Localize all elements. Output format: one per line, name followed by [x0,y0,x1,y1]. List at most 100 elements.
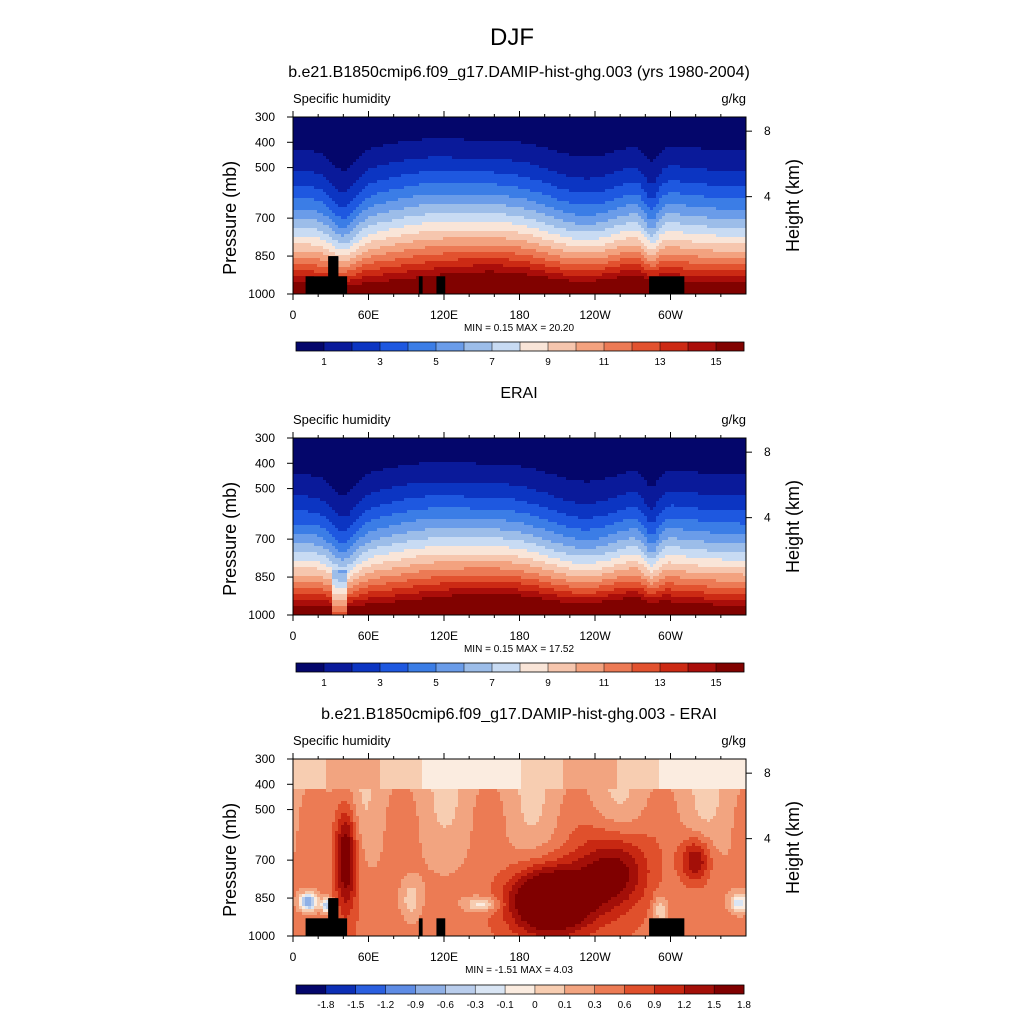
heatmap-cell [452,198,456,202]
heatmap-cell [596,198,600,202]
heatmap-cell [725,162,729,166]
heatmap-cell [674,135,678,139]
heatmap-cell [413,177,417,181]
heatmap-cell [377,123,381,127]
heatmap-cell [737,135,741,139]
heatmap-cell [380,165,384,169]
heatmap-cell [740,135,744,139]
heatmap-cell [656,186,660,190]
heatmap-cell [362,192,366,196]
heatmap-cell [602,180,606,184]
heatmap-cell [665,141,669,145]
heatmap-cell [374,162,378,166]
heatmap-cell [614,213,618,217]
heatmap-cell [419,153,423,157]
heatmap-cell [614,135,618,139]
heatmap-cell [392,180,396,184]
heatmap-cell [656,147,660,151]
heatmap-cell [410,147,414,151]
heatmap-cell [539,165,543,169]
heatmap-cell [707,207,711,211]
heatmap-cell [305,174,309,178]
heatmap-cell [365,204,369,208]
heatmap-cell [395,162,399,166]
heatmap-cell [533,135,537,139]
heatmap-cell [545,171,549,175]
heatmap-cell [383,153,387,157]
heatmap-cell [539,141,543,145]
heatmap-cell [434,162,438,166]
heatmap-cell [386,162,390,166]
heatmap-cell [698,195,702,199]
heatmap-cell [395,132,399,136]
heatmap-cell [530,117,534,121]
heatmap-cell [545,210,549,214]
heatmap-cell [392,150,396,154]
heatmap-cell [554,204,558,208]
heatmap-cell [533,141,537,145]
heatmap-cell [449,126,453,130]
heatmap-cell [557,213,561,217]
heatmap-cell [371,126,375,130]
heatmap-cell [368,201,372,205]
heatmap-cell [659,189,663,193]
heatmap-cell [620,201,624,205]
heatmap-cell [623,195,627,199]
heatmap-cell [377,177,381,181]
heatmap-cell [566,153,570,157]
heatmap-cell [617,177,621,181]
heatmap-cell [611,117,615,121]
heatmap-cell [581,129,585,133]
heatmap-cell [710,186,714,190]
heatmap-cell [524,183,528,187]
heatmap-cell [461,138,465,142]
heatmap-cell [623,153,627,157]
heatmap-cell [470,186,474,190]
heatmap-cell [542,186,546,190]
heatmap-cell [401,135,405,139]
heatmap-cell [662,135,666,139]
heatmap-cell [563,207,567,211]
heatmap-cell [497,120,501,124]
heatmap-cell [326,207,330,211]
heatmap-cell [545,180,549,184]
heatmap-cell [458,120,462,124]
heatmap-cell [455,201,459,205]
heatmap-cell [677,162,681,166]
heatmap-cell [314,141,318,145]
heatmap-cell [587,135,591,139]
heatmap-cell [302,204,306,208]
heatmap-cell [518,165,522,169]
heatmap-cell [728,141,732,145]
heatmap-cell [707,138,711,142]
heatmap-cell [743,147,746,151]
heatmap-cell [461,123,465,127]
heatmap-cell [704,183,708,187]
heatmap-cell [695,195,699,199]
heatmap-cell [347,198,351,202]
heatmap-cell [608,171,612,175]
heatmap-cell [698,150,702,154]
heatmap-cell [443,144,447,148]
heatmap-cell [422,144,426,148]
heatmap-cell [692,210,696,214]
heatmap-cell [707,156,711,160]
heatmap-cell [455,186,459,190]
heatmap-cell [650,171,654,175]
heatmap-cell [470,174,474,178]
heatmap-cell [494,120,498,124]
heatmap-cell [404,192,408,196]
heatmap-cell [491,153,495,157]
heatmap-cell [335,174,339,178]
heatmap-cell [338,192,342,196]
heatmap-cell [380,171,384,175]
heatmap-cell [590,171,594,175]
heatmap-cell [449,156,453,160]
heatmap-cell [647,183,651,187]
heatmap-cell [653,144,657,148]
heatmap-cell [419,162,423,166]
heatmap-cell [674,195,678,199]
heatmap-cell [434,138,438,142]
heatmap-cell [551,168,555,172]
heatmap-cell [377,159,381,163]
